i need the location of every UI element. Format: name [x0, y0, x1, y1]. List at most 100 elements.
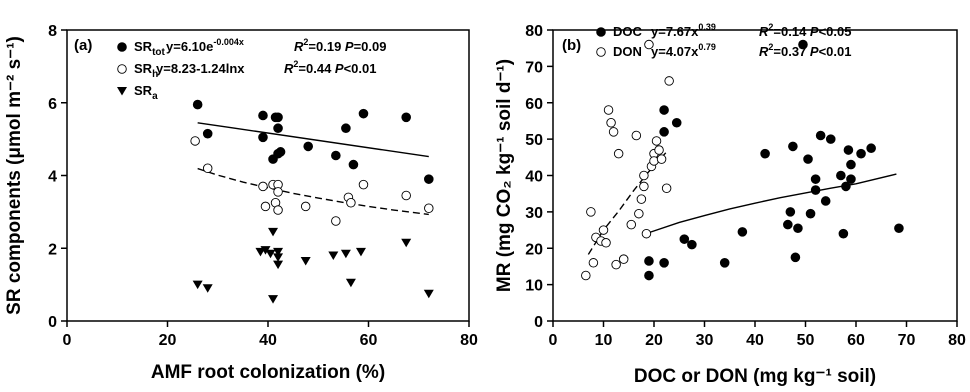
data-point-doc	[671, 117, 682, 128]
data-point-sra	[328, 251, 339, 261]
data-point-srh	[331, 216, 341, 226]
legend-series-name: DOC	[613, 24, 643, 39]
y-axis-label: MR (mg CO₂ kg⁻¹ soil d⁻¹)	[494, 59, 515, 292]
x-axis-label: DOC or DON (mg kg⁻¹ soil)	[634, 366, 876, 387]
legend-series-name: SRa	[134, 83, 158, 102]
data-point-sra	[268, 227, 279, 237]
data-point-don	[651, 136, 662, 146]
y-tick-label: 2	[48, 241, 57, 258]
data-point-don	[641, 228, 652, 239]
x-tick-label: 80	[460, 332, 478, 349]
x-tick-label: 20	[159, 332, 177, 349]
y-tick-label: 10	[525, 278, 543, 295]
y-tick-label: 0	[534, 314, 543, 331]
data-point-don	[639, 181, 649, 192]
data-point-doc	[793, 223, 803, 234]
data-point-doc	[836, 170, 846, 181]
data-point-doc	[659, 105, 669, 115]
data-point-sra	[300, 256, 311, 266]
data-point-doc	[790, 252, 801, 263]
panel-label: (a)	[74, 37, 92, 54]
x-tick-label: 50	[797, 332, 815, 349]
data-point-doc	[815, 130, 826, 141]
data-point-doc	[810, 185, 821, 195]
y-tick-label: 70	[525, 59, 543, 76]
data-point-srtot	[273, 112, 283, 123]
y-tick-label: 4	[48, 169, 57, 186]
y-axis-label: SR components (μmol m⁻² s⁻¹)	[4, 36, 25, 315]
x-tick-label: 70	[898, 332, 916, 349]
legend-equation: y=7.67x0.39	[651, 22, 716, 39]
data-point-don	[618, 254, 629, 264]
data-point-doc	[838, 228, 849, 239]
x-tick-label: 20	[645, 332, 663, 349]
data-point-doc	[798, 39, 808, 50]
data-point-srtot	[192, 99, 203, 110]
data-point-sra	[273, 260, 284, 270]
data-point-doc	[894, 223, 904, 234]
data-point-don	[581, 270, 591, 281]
data-point-srh	[346, 198, 356, 208]
data-point-srh	[202, 163, 213, 173]
data-point-sra	[192, 280, 203, 290]
data-point-don	[603, 105, 614, 115]
data-point-doc	[785, 207, 796, 217]
plot-frame	[66, 29, 470, 322]
data-point-srtot	[348, 159, 359, 170]
data-point-don	[601, 238, 611, 248]
legend-series-name: SRtot	[134, 39, 166, 58]
data-point-sra	[355, 247, 366, 257]
data-point-doc	[846, 174, 856, 184]
data-point-srh	[258, 181, 268, 192]
data-point-doc	[866, 143, 876, 154]
x-tick-label: 40	[746, 332, 764, 349]
data-point-doc	[760, 148, 770, 159]
fit-line-don	[587, 151, 668, 255]
y-tick-label: 6	[48, 96, 57, 113]
legend-equation: y=4.07x0.79	[651, 42, 716, 59]
x-axis-label: AMF root colonization (%)	[151, 362, 385, 383]
data-point-srh	[401, 190, 411, 201]
data-point-sra	[202, 284, 213, 293]
data-point-srtot	[258, 110, 268, 121]
data-point-don	[634, 208, 644, 219]
data-point-don	[654, 145, 664, 155]
panel-b: 0 10 20 30 40 50 60 70 80 0 10 20 30 40 50 60 70 80 DOC or…	[494, 22, 966, 387]
data-point-srh	[358, 179, 369, 190]
data-point-doc	[644, 256, 654, 266]
data-point-sra	[423, 289, 434, 299]
data-point-doc	[644, 270, 654, 281]
y-tick-label: 60	[525, 96, 543, 113]
data-point-doc	[810, 174, 821, 184]
legend-marker-srtot	[117, 42, 127, 52]
y-tick-label: 8	[48, 23, 57, 40]
data-point-sra	[260, 246, 271, 255]
data-point-doc	[783, 219, 793, 230]
data-point-srh	[300, 201, 311, 212]
data-point-don	[598, 225, 609, 235]
y-tick-label: 20	[525, 241, 543, 258]
data-point-doc	[825, 134, 836, 144]
fit-line-srh	[197, 167, 429, 216]
data-point-doc	[659, 258, 669, 268]
data-point-don	[608, 127, 619, 137]
legend-stats: R2=0.19 P=0.09	[294, 37, 387, 54]
legend-stats: R2=0.37 P<0.01	[759, 42, 852, 59]
legend-stats: R2=0.44 P<0.01	[284, 59, 377, 76]
data-point-doc	[679, 234, 690, 244]
x-tick-label: 0	[549, 332, 558, 349]
data-point-sra	[345, 278, 356, 288]
data-point-sra	[273, 247, 284, 257]
data-point-srtot	[273, 123, 283, 134]
y-tick-label: 30	[525, 205, 543, 222]
data-point-srtot	[341, 123, 351, 134]
x-tick-label: 80	[948, 332, 966, 349]
data-point-don	[586, 207, 596, 217]
data-point-sra	[401, 238, 412, 248]
data-point-don	[626, 219, 637, 230]
legend-marker-doc	[596, 27, 606, 37]
legend-equation: y=8.23-1.24lnx	[156, 61, 245, 76]
x-tick-label: 60	[360, 332, 378, 349]
x-tick-label: 60	[847, 332, 865, 349]
